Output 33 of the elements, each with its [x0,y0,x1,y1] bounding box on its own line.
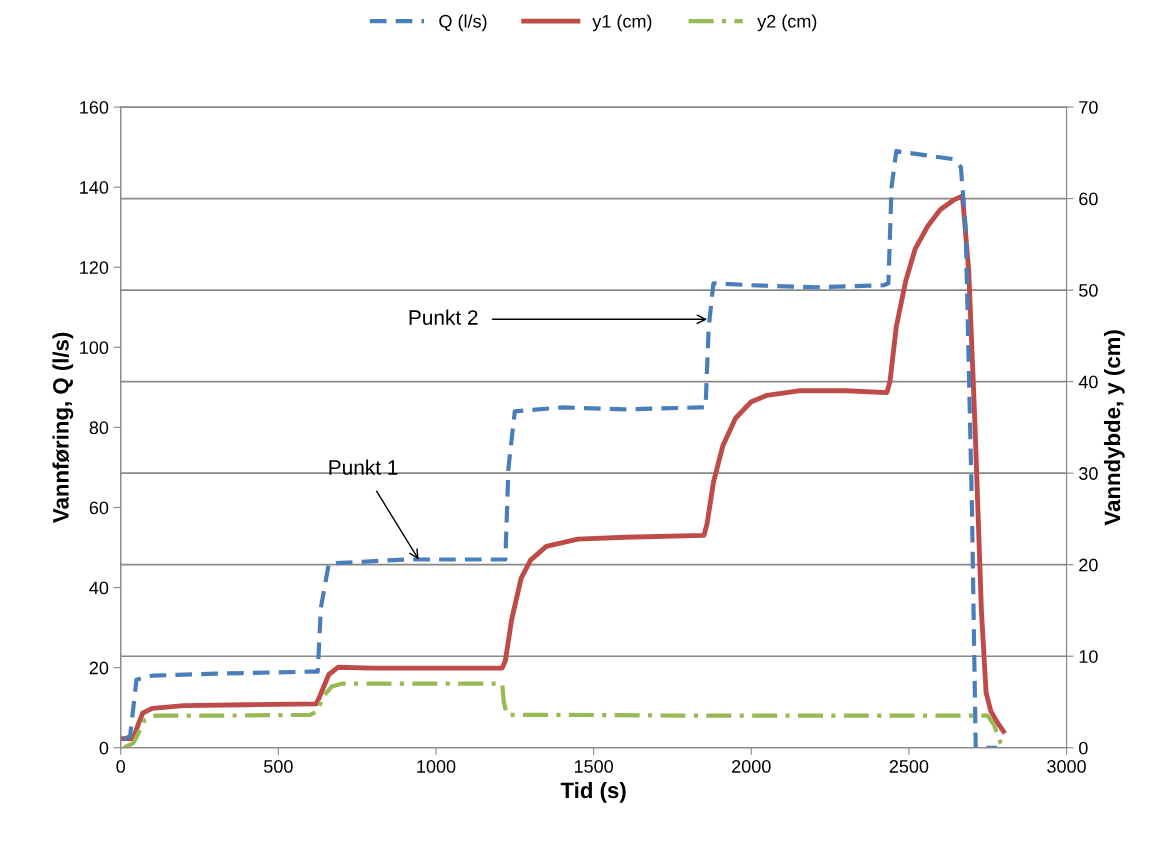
x-tick-label: 1000 [417,760,456,773]
x-tick-label: 2500 [889,760,929,773]
line-series [121,681,1006,748]
x-tick-label: 0 [116,760,126,773]
y-tick-label: 120 [80,261,109,274]
y2-tick-label: 30 [1079,467,1098,480]
x-axis-title: Tid (s) [560,781,626,803]
y-tick-label: 60 [89,501,109,515]
y2-tick-label: 70 [1079,101,1098,114]
y2-tick-label: 0 [1079,741,1088,755]
x-tick-label: 2000 [732,760,771,773]
x-tick-label: 500 [264,760,293,773]
y-tick-label: 80 [89,421,109,435]
y2-axis-title: Vanndybde, y (cm) [1103,330,1125,526]
y-tick-label: 140 [80,181,109,194]
legend-label: y1 (cm) [592,14,652,32]
legend-label: Q (l/s) [439,14,487,32]
y-tick-label: 160 [80,101,109,114]
annotation: Punkt 1 [329,459,398,475]
y-tick-label: 20 [89,661,109,675]
y-tick-label: 40 [89,581,109,595]
y2-tick-label: 10 [1079,650,1098,663]
y2-tick-label: 50 [1079,284,1098,297]
annotation: Punkt 2 [409,309,478,325]
legend-label: y2 (cm) [757,14,817,32]
y-tick-label: 100 [80,341,109,355]
y-tick-label: 0 [99,741,109,755]
y-axis-title: Vannføring, Q (l/s) [52,332,74,523]
x-tick-label: 3000 [1047,760,1086,773]
x-tick-label: 1500 [574,760,613,773]
y2-tick-label: 40 [1078,375,1098,389]
y2-tick-label: 60 [1079,192,1098,206]
y2-tick-label: 20 [1079,558,1098,572]
